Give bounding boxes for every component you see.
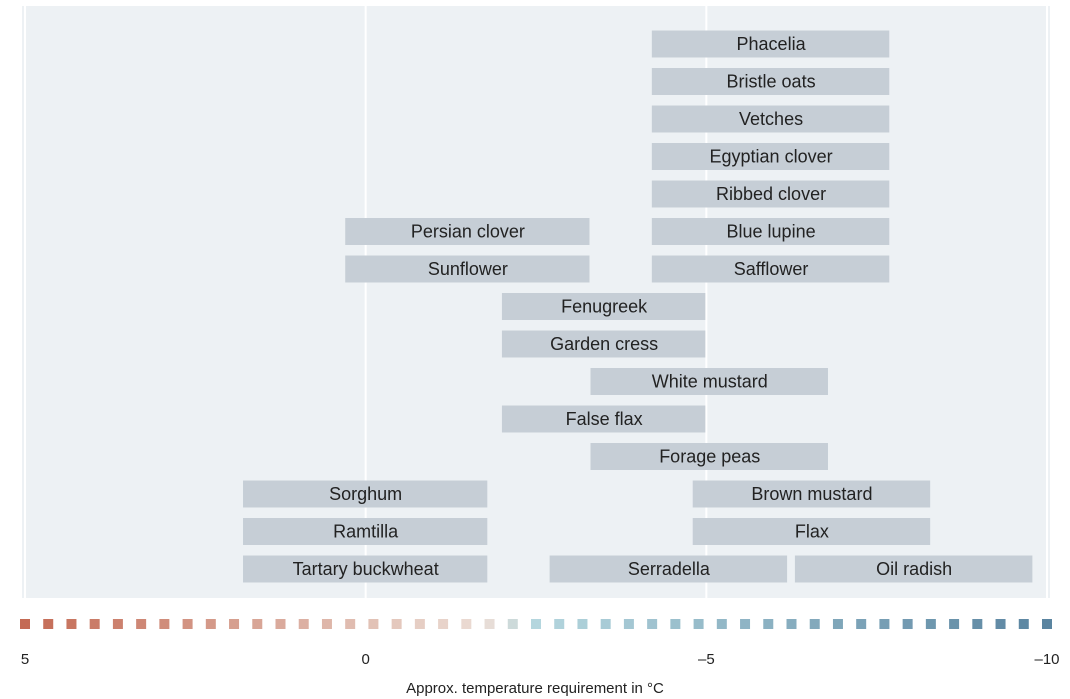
range-bar <box>243 555 488 583</box>
scale-swatch <box>136 619 147 629</box>
scale-swatch <box>321 619 332 629</box>
bar-label: Egyptian clover <box>710 146 833 166</box>
bar-label: Oil radish <box>876 559 952 579</box>
bar-label: Garden cress <box>550 334 658 354</box>
x-tick-label: 0 <box>361 651 369 668</box>
bar-label: Brown mustard <box>751 484 872 504</box>
scale-swatch <box>1018 619 1029 629</box>
scale-swatch <box>1042 619 1052 629</box>
scale-swatch <box>507 619 518 629</box>
scale-swatch <box>20 619 30 629</box>
range-bar <box>243 480 488 508</box>
scale-swatch <box>716 619 727 629</box>
bar-label: Tartary buckwheat <box>293 559 439 579</box>
scale-swatch <box>531 619 541 629</box>
scale-swatch <box>159 619 170 629</box>
scale-swatch <box>740 619 751 629</box>
range-bar <box>651 255 890 283</box>
scale-swatch <box>647 619 658 629</box>
range-bar <box>651 218 890 245</box>
scale-swatch <box>275 619 286 629</box>
range-bar <box>590 368 828 395</box>
scale-swatch <box>345 619 356 629</box>
scale-swatch <box>577 619 588 629</box>
x-tick-label: –5 <box>698 651 715 668</box>
scale-swatch <box>763 619 774 629</box>
scale-swatch <box>298 619 309 629</box>
bar-label: Flax <box>795 521 829 541</box>
range-bar <box>243 518 488 545</box>
scale-swatch <box>786 619 797 629</box>
range-bar <box>345 218 590 245</box>
x-tick-label: –10 <box>1034 651 1059 668</box>
scale-swatch <box>368 619 379 629</box>
bar-label: Fenugreek <box>561 296 648 316</box>
scale-swatch <box>182 619 193 629</box>
bar-label: False flax <box>566 409 643 429</box>
range-bar <box>651 180 890 208</box>
scale-swatch <box>89 619 100 629</box>
bar-label: Persian clover <box>411 221 525 241</box>
bar-label: Forage peas <box>659 446 760 466</box>
bar-label: Serradella <box>628 559 711 579</box>
bar-label: Blue lupine <box>727 221 816 241</box>
scale-swatch <box>252 619 263 629</box>
scale-swatch <box>949 619 960 629</box>
scale-swatch <box>391 619 402 629</box>
range-bar <box>549 555 788 583</box>
range-bar <box>501 293 706 320</box>
range-bar <box>692 518 931 545</box>
range-bar <box>794 555 1033 583</box>
scale-swatch <box>112 619 123 629</box>
x-tick-label: 5 <box>21 651 29 668</box>
scale-swatch <box>879 619 890 629</box>
range-bar <box>651 30 890 58</box>
range-bar <box>501 405 706 433</box>
bar-label: White mustard <box>652 371 768 391</box>
range-bar <box>590 443 828 470</box>
scale-swatch <box>809 619 820 629</box>
range-bar <box>651 68 890 95</box>
scale-swatch <box>693 619 704 629</box>
range-bar <box>501 330 706 358</box>
scale-swatch <box>995 619 1006 629</box>
scale-swatch <box>66 619 77 629</box>
bar-label: Safflower <box>734 259 809 279</box>
range-bar <box>345 255 590 283</box>
scale-swatch <box>438 619 449 629</box>
scale-swatch <box>972 619 983 629</box>
scale-swatch <box>414 619 425 629</box>
scale-swatch <box>623 619 634 629</box>
x-axis-label: Approx. temperature requirement in °C <box>406 680 664 697</box>
scale-swatch <box>554 619 565 629</box>
scale-swatch <box>229 619 240 629</box>
bar-label: Vetches <box>739 109 803 129</box>
scale-swatch <box>43 619 54 629</box>
bar-label: Sunflower <box>428 259 508 279</box>
scale-swatch <box>670 619 681 629</box>
range-bar <box>651 105 890 133</box>
bar-label: Sorghum <box>329 484 402 504</box>
scale-swatch <box>925 619 936 629</box>
scale-swatch <box>902 619 913 629</box>
bar-label: Ribbed clover <box>716 184 826 204</box>
scale-swatch <box>856 619 867 629</box>
scale-swatch <box>205 619 216 629</box>
range-bar <box>651 143 890 170</box>
scale-swatch <box>484 619 495 629</box>
scale-swatch <box>461 619 472 629</box>
scale-swatch <box>600 619 611 629</box>
scale-swatch <box>832 619 843 629</box>
bar-label: Phacelia <box>737 34 807 54</box>
bar-label: Ramtilla <box>333 521 399 541</box>
bar-label: Bristle oats <box>727 71 816 91</box>
range-bar <box>692 480 931 508</box>
